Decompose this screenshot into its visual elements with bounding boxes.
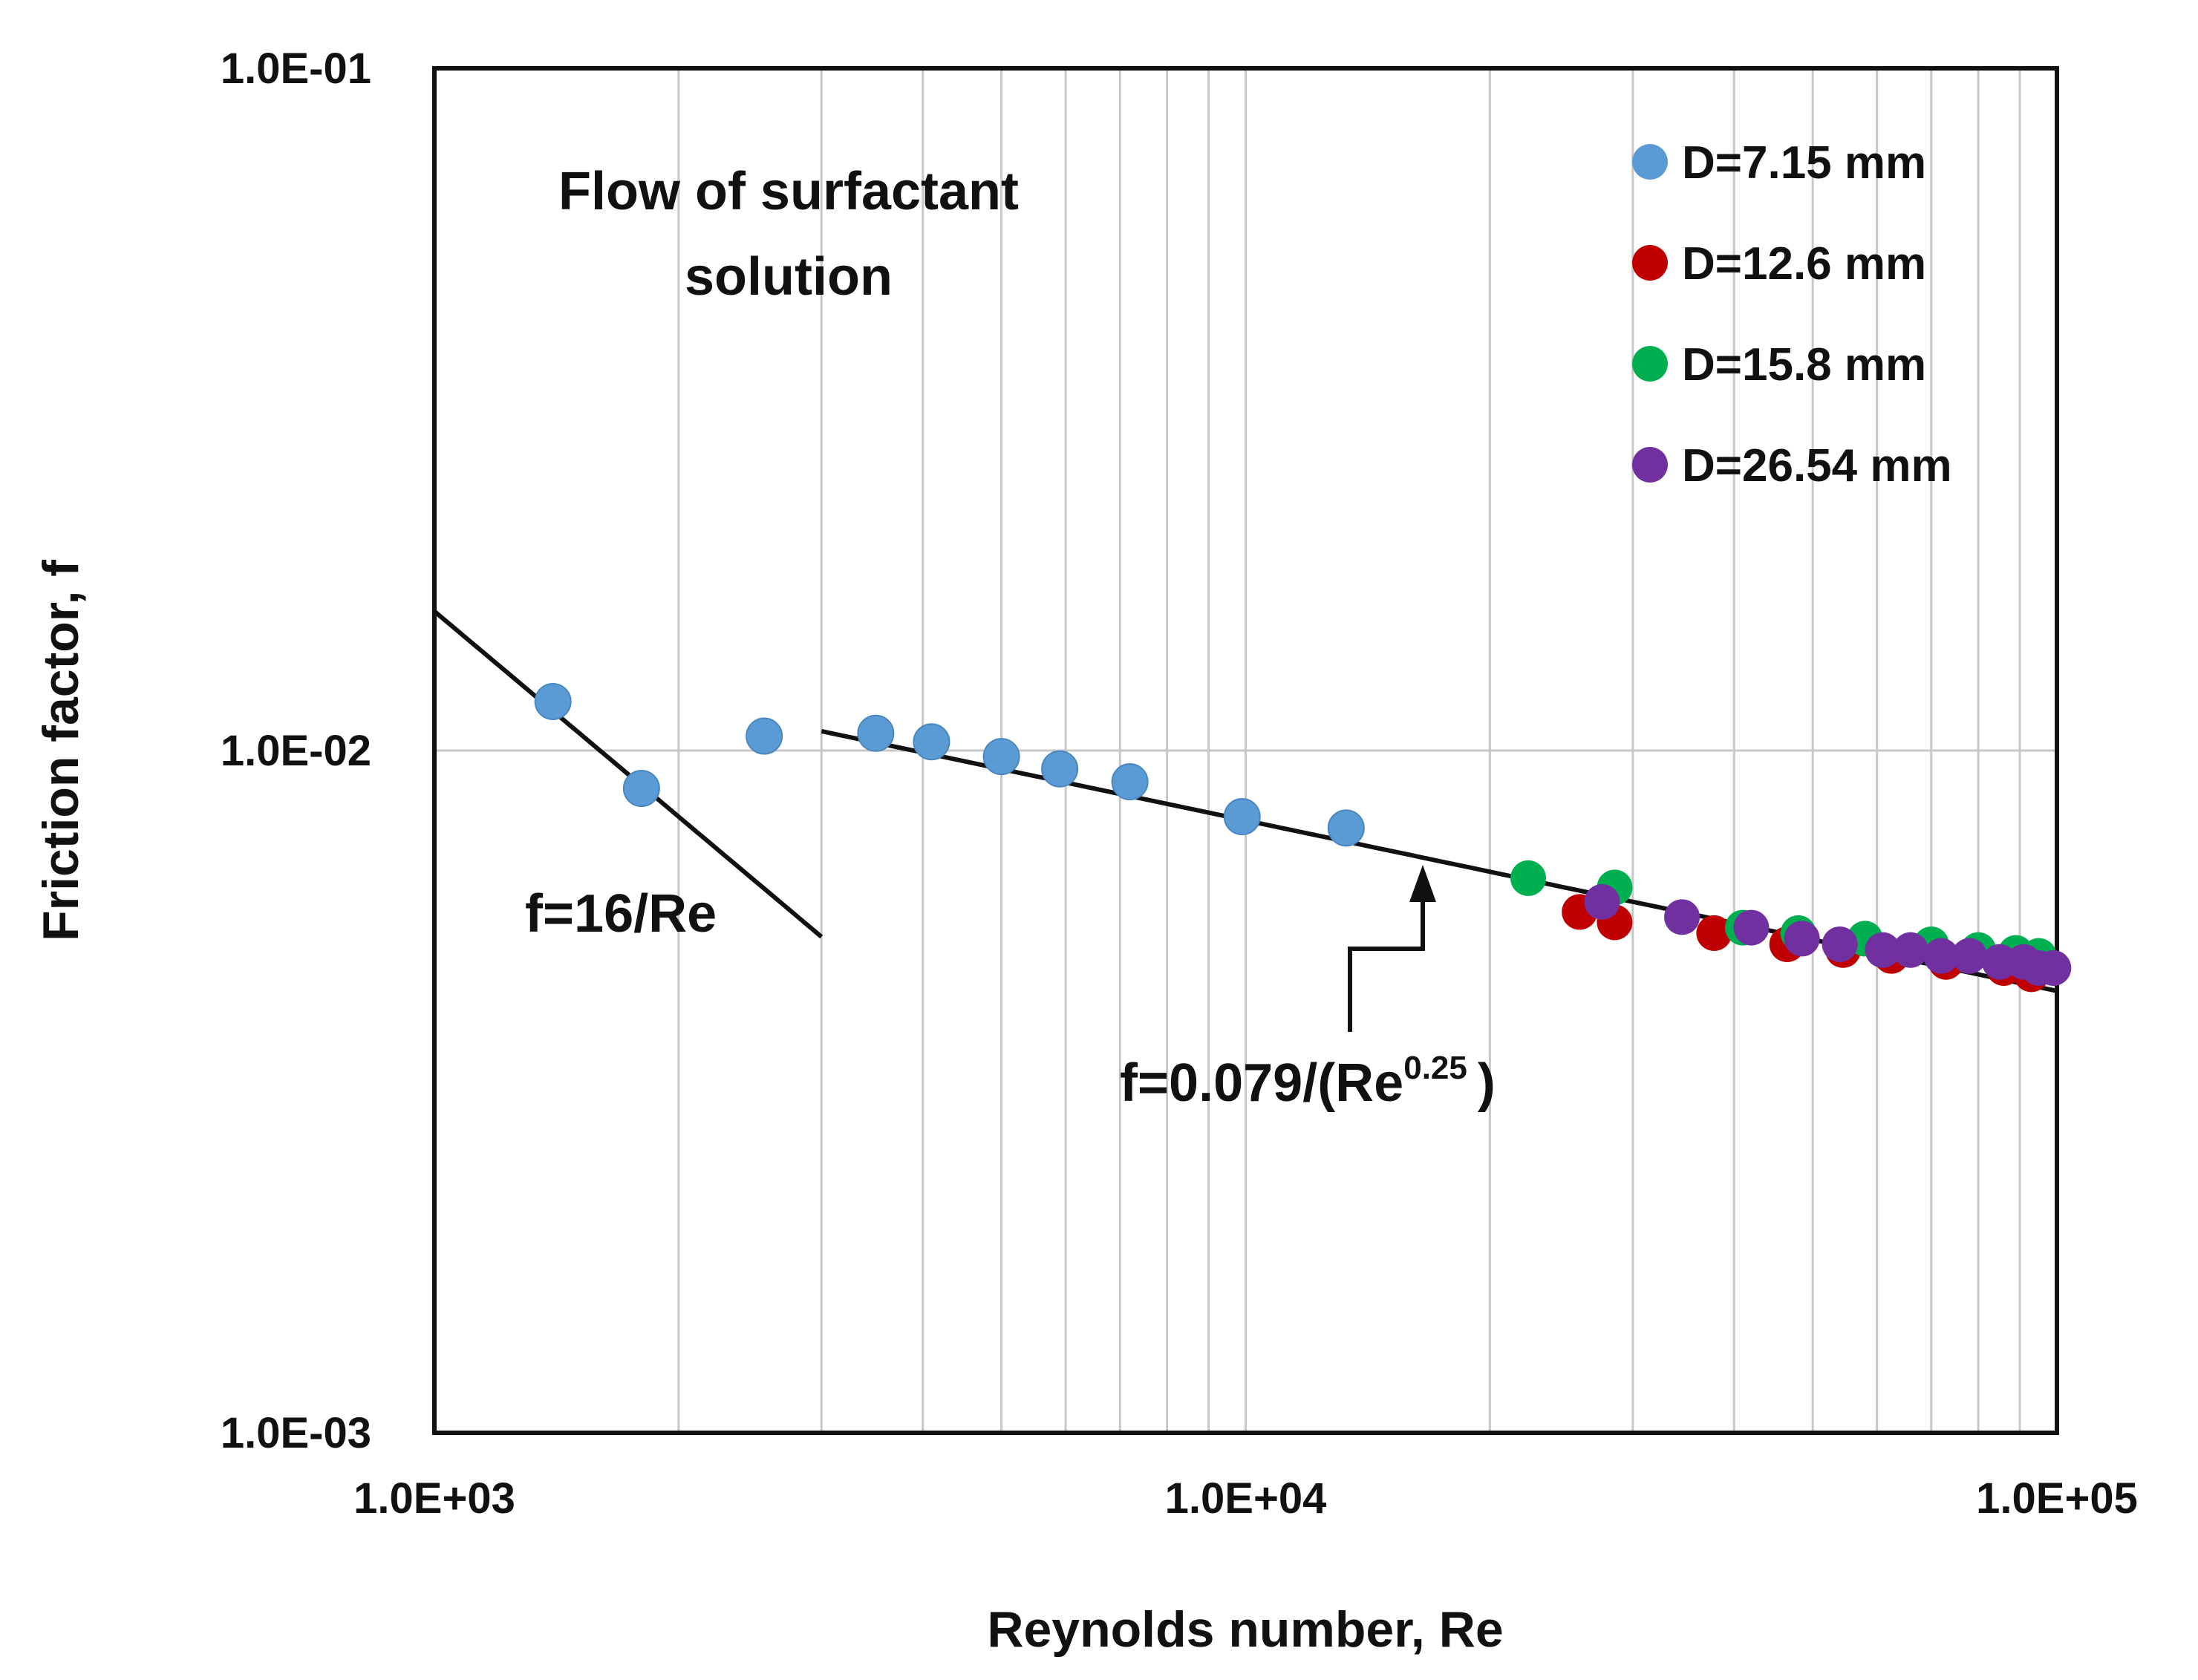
legend-marker	[1632, 346, 1668, 382]
y-tick-label: 1.0E-01	[221, 45, 371, 93]
gridlines	[434, 68, 2057, 1433]
legend-label: D=7.15 mm	[1682, 137, 1926, 189]
x-tick-label: 1.0E+03	[353, 1474, 515, 1523]
annotation-arrow	[1348, 865, 1436, 1032]
arrow-head	[1409, 865, 1436, 902]
y-axis-title: Friction factor, f	[33, 560, 89, 941]
annotation-title-line2: solution	[685, 247, 893, 307]
data-point	[1223, 798, 1261, 836]
data-point	[857, 714, 895, 752]
data-point	[1664, 899, 1700, 935]
reference-line-laminar	[433, 609, 824, 939]
y-tick-label: 1.0E-02	[221, 727, 371, 775]
data-point	[1865, 932, 1901, 968]
data-point	[982, 738, 1020, 776]
legend-marker	[1632, 245, 1668, 281]
legend-label: D=12.6 mm	[1682, 238, 1926, 290]
x-tick-label: 1.0E+05	[1976, 1474, 2138, 1523]
turbulent-label-exponent: 0.25	[1403, 1050, 1467, 1086]
data-points	[534, 682, 2072, 993]
data-point	[1327, 809, 1365, 847]
x-axis-title: Reynolds number, Re	[987, 1601, 1503, 1658]
turbulent-label-main: f=0.079/(Re	[1120, 1053, 1403, 1113]
data-point	[1510, 860, 1547, 896]
legend-marker	[1632, 144, 1668, 180]
legend-label: D=26.54 mm	[1682, 440, 1952, 491]
data-point	[746, 717, 783, 755]
data-point	[1041, 750, 1079, 788]
data-point	[622, 770, 660, 808]
x-tick-label: 1.0E+04	[1165, 1474, 1327, 1523]
series-4	[1584, 883, 2072, 986]
data-point	[1923, 938, 1960, 974]
turbulent-label-close: )	[1478, 1053, 1496, 1113]
arrow-leader	[1348, 898, 1425, 1032]
data-point	[1951, 938, 1988, 974]
laminar-line-label: f=16/Re	[525, 884, 717, 944]
data-point	[1822, 926, 1858, 962]
data-point	[1696, 915, 1732, 951]
annotation-title-line1: Flow of surfactant	[558, 162, 1019, 221]
data-point	[1733, 909, 1770, 946]
data-point	[1892, 932, 1928, 968]
data-point	[2035, 950, 2072, 986]
data-point	[1784, 921, 1820, 957]
legend-label: D=15.8 mm	[1682, 339, 1926, 390]
data-point	[1111, 763, 1149, 801]
data-point	[913, 723, 950, 761]
turbulent-line-label: f=0.079/(Re0.25)	[1120, 1050, 1496, 1113]
tick-labels: 1.0E+03 1.0E+04 1.0E+05 1.0E-01 1.0E-02 1.0E-…	[221, 45, 2138, 1523]
data-point	[1584, 883, 1620, 920]
plot-area-frame	[432, 66, 2059, 1435]
legend-marker	[1632, 447, 1668, 483]
legend: D=7.15 mm D=12.6 mm D=15.8 mm D=26.54 mm	[1632, 137, 1952, 491]
y-tick-label: 1.0E-03	[221, 1409, 371, 1457]
series-1	[534, 682, 1365, 847]
data-point	[534, 682, 572, 720]
